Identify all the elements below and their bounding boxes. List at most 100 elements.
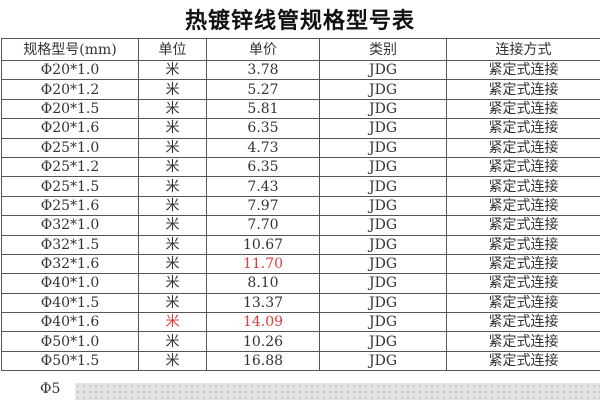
cell-connection: 紧定式连接 [446, 331, 600, 352]
table-row: Φ25*1.5 米 7.43 JDG 紧定式连接 [1, 176, 600, 197]
cell-spec: Φ25*1.0 [1, 137, 139, 158]
cell-unit: 米 [138, 215, 207, 236]
cell-spec: Φ50*1.0 [1, 331, 139, 352]
cell-spec: Φ40*1.0 [1, 273, 139, 294]
page-title: 热镀锌线管规格型号表 [184, 8, 415, 34]
table-row: Φ25*1.6 米 7.97 JDG 紧定式连接 [1, 195, 600, 217]
cell-unit: 米 [138, 234, 207, 255]
cell-price: 6.35 [206, 156, 320, 178]
cell-connection: 紧定式连接 [446, 215, 600, 236]
cell-type: JDG [319, 350, 447, 372]
cell-unit: 米 [138, 312, 207, 333]
cell-spec: Φ50*1.5 [1, 350, 139, 372]
cell-type: JDG [319, 176, 447, 197]
cell-connection: 紧定式连接 [446, 118, 600, 139]
cell-unit: 米 [138, 59, 207, 81]
cell-price: 3.78 [206, 59, 320, 81]
table-row: Φ32*1.6 米 11.70 JDG 紧定式连接 [1, 253, 600, 275]
partial-row-spec: Φ5 [40, 381, 61, 397]
cell-spec: Φ20*1.5 [1, 98, 139, 120]
table-row: Φ50*1.0 米 10.26 JDG 紧定式连接 [1, 331, 600, 352]
cell-price: 7.70 [206, 215, 320, 236]
cell-spec: Φ25*1.2 [1, 156, 139, 178]
cell-type: JDG [319, 79, 447, 100]
cell-connection: 紧定式连接 [446, 253, 600, 275]
cell-spec: Φ20*1.6 [1, 118, 139, 139]
cell-price: 5.27 [206, 79, 320, 100]
cell-type: JDG [319, 137, 447, 158]
cell-connection: 紧定式连接 [446, 273, 600, 294]
table-row: Φ20*1.5 米 5.81 JDG 紧定式连接 [1, 98, 600, 120]
cell-connection: 紧定式连接 [446, 156, 600, 178]
cell-price: 10.26 [206, 331, 320, 352]
table-row: Φ32*1.5 米 10.67 JDG 紧定式连接 [1, 234, 600, 255]
header-unit: 单位 [138, 38, 207, 61]
table-row: Φ25*1.0 米 4.73 JDG 紧定式连接 [1, 137, 600, 158]
cell-spec: Φ40*1.6 [1, 312, 139, 333]
cell-connection: 紧定式连接 [446, 137, 600, 158]
cell-spec: Φ20*1.0 [1, 59, 139, 81]
cell-connection: 紧定式连接 [446, 350, 600, 372]
cell-connection: 紧定式连接 [446, 195, 600, 217]
cell-unit: 米 [138, 118, 207, 139]
table-row: Φ20*1.6 米 6.35 JDG 紧定式连接 [1, 118, 600, 139]
cell-type: JDG [319, 215, 447, 236]
table-row: Φ50*1.5 米 16.88 JDG 紧定式连接 [1, 350, 600, 372]
header-connection: 连接方式 [446, 38, 600, 61]
cell-price: 6.35 [206, 118, 320, 139]
cell-connection: 紧定式连接 [446, 98, 600, 120]
cell-unit: 米 [138, 137, 207, 158]
header-type: 类别 [319, 38, 447, 61]
cell-type: JDG [319, 273, 447, 294]
cell-price: 5.81 [206, 98, 320, 120]
cell-spec: Φ25*1.6 [1, 195, 139, 217]
image-overlay-strip [75, 383, 600, 400]
header-spec: 规格型号(mm) [1, 38, 139, 61]
cell-unit: 米 [138, 292, 207, 314]
header-price: 单价 [206, 38, 320, 61]
table-row: Φ40*1.0 米 8.10 JDG 紧定式连接 [1, 273, 600, 294]
cell-spec: Φ25*1.5 [1, 176, 139, 197]
cell-type: JDG [319, 331, 447, 352]
cell-type: JDG [319, 253, 447, 275]
cell-price: 4.73 [206, 137, 320, 158]
cell-connection: 紧定式连接 [446, 312, 600, 333]
cell-type: JDG [319, 59, 447, 81]
table-row: Φ32*1.0 米 7.70 JDG 紧定式连接 [1, 215, 600, 236]
cell-price: 7.97 [206, 195, 320, 217]
cell-spec: Φ32*1.0 [1, 215, 139, 236]
cell-connection: 紧定式连接 [446, 176, 600, 197]
cell-connection: 紧定式连接 [446, 79, 600, 100]
cell-unit: 米 [138, 350, 207, 372]
table-row: Φ40*1.6 米 14.09 JDG 紧定式连接 [1, 312, 600, 333]
header-row: 规格型号(mm) 单位 单价 类别 连接方式 [1, 38, 600, 61]
cell-type: JDG [319, 312, 447, 333]
table-row: Φ40*1.5 米 13.37 JDG 紧定式连接 [1, 292, 600, 314]
cell-unit: 米 [138, 331, 207, 352]
cell-price: 16.88 [206, 350, 320, 372]
cell-connection: 紧定式连接 [446, 292, 600, 314]
cell-price: 8.10 [206, 273, 320, 294]
cell-type: JDG [319, 118, 447, 139]
cell-unit: 米 [138, 253, 207, 275]
spec-table: 规格型号(mm) 单位 单价 类别 连接方式 Φ20*1.0 米 3.78 JDG 紧定… [1, 38, 600, 372]
cell-price: 7.43 [206, 176, 320, 197]
cell-type: JDG [319, 234, 447, 255]
cell-unit: 米 [138, 176, 207, 197]
cell-unit: 米 [138, 273, 207, 294]
cell-spec: Φ40*1.5 [1, 292, 139, 314]
cell-type: JDG [319, 98, 447, 120]
cell-unit: 米 [138, 156, 207, 178]
cell-connection: 紧定式连接 [446, 59, 600, 81]
cell-type: JDG [319, 195, 447, 217]
cell-unit: 米 [138, 79, 207, 100]
table-row: Φ20*1.0 米 3.78 JDG 紧定式连接 [1, 59, 600, 81]
cell-type: JDG [319, 292, 447, 314]
cell-spec: Φ32*1.5 [1, 234, 139, 255]
cell-price: 13.37 [206, 292, 320, 314]
cell-price: 10.67 [206, 234, 320, 255]
cell-unit: 米 [138, 195, 207, 217]
cell-price: 14.09 [206, 312, 320, 333]
cell-price: 11.70 [206, 253, 320, 275]
cell-spec: Φ32*1.6 [1, 253, 139, 275]
